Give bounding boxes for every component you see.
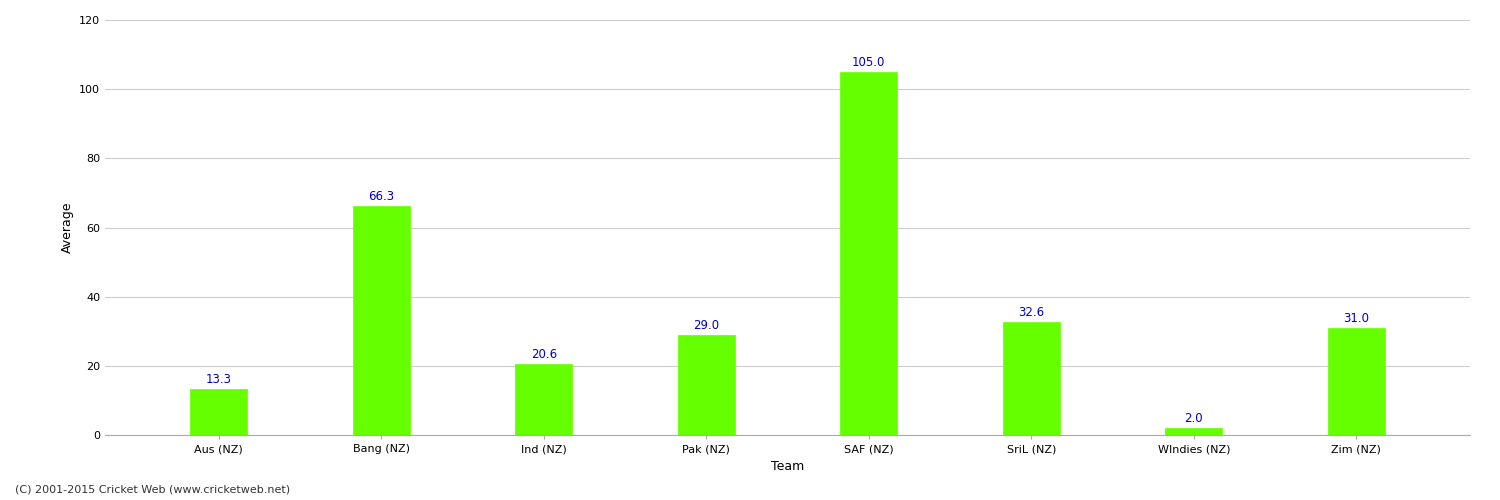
Bar — [190, 389, 248, 435]
Text: 13.3: 13.3 — [206, 373, 231, 386]
Text: 66.3: 66.3 — [368, 190, 394, 203]
Bar — [352, 206, 410, 435]
Bar — [678, 334, 735, 435]
Y-axis label: Average: Average — [60, 202, 74, 253]
Bar — [840, 72, 897, 435]
Text: 2.0: 2.0 — [1185, 412, 1203, 426]
Text: 32.6: 32.6 — [1019, 306, 1044, 320]
Bar — [516, 364, 572, 435]
Bar — [1004, 322, 1059, 435]
Text: 31.0: 31.0 — [1344, 312, 1370, 325]
Text: (C) 2001-2015 Cricket Web (www.cricketweb.net): (C) 2001-2015 Cricket Web (www.cricketwe… — [15, 485, 290, 495]
Text: 20.6: 20.6 — [531, 348, 556, 361]
Bar — [1328, 328, 1384, 435]
Bar — [1166, 428, 1222, 435]
X-axis label: Team: Team — [771, 460, 804, 472]
Text: 29.0: 29.0 — [693, 319, 720, 332]
Text: 105.0: 105.0 — [852, 56, 885, 69]
